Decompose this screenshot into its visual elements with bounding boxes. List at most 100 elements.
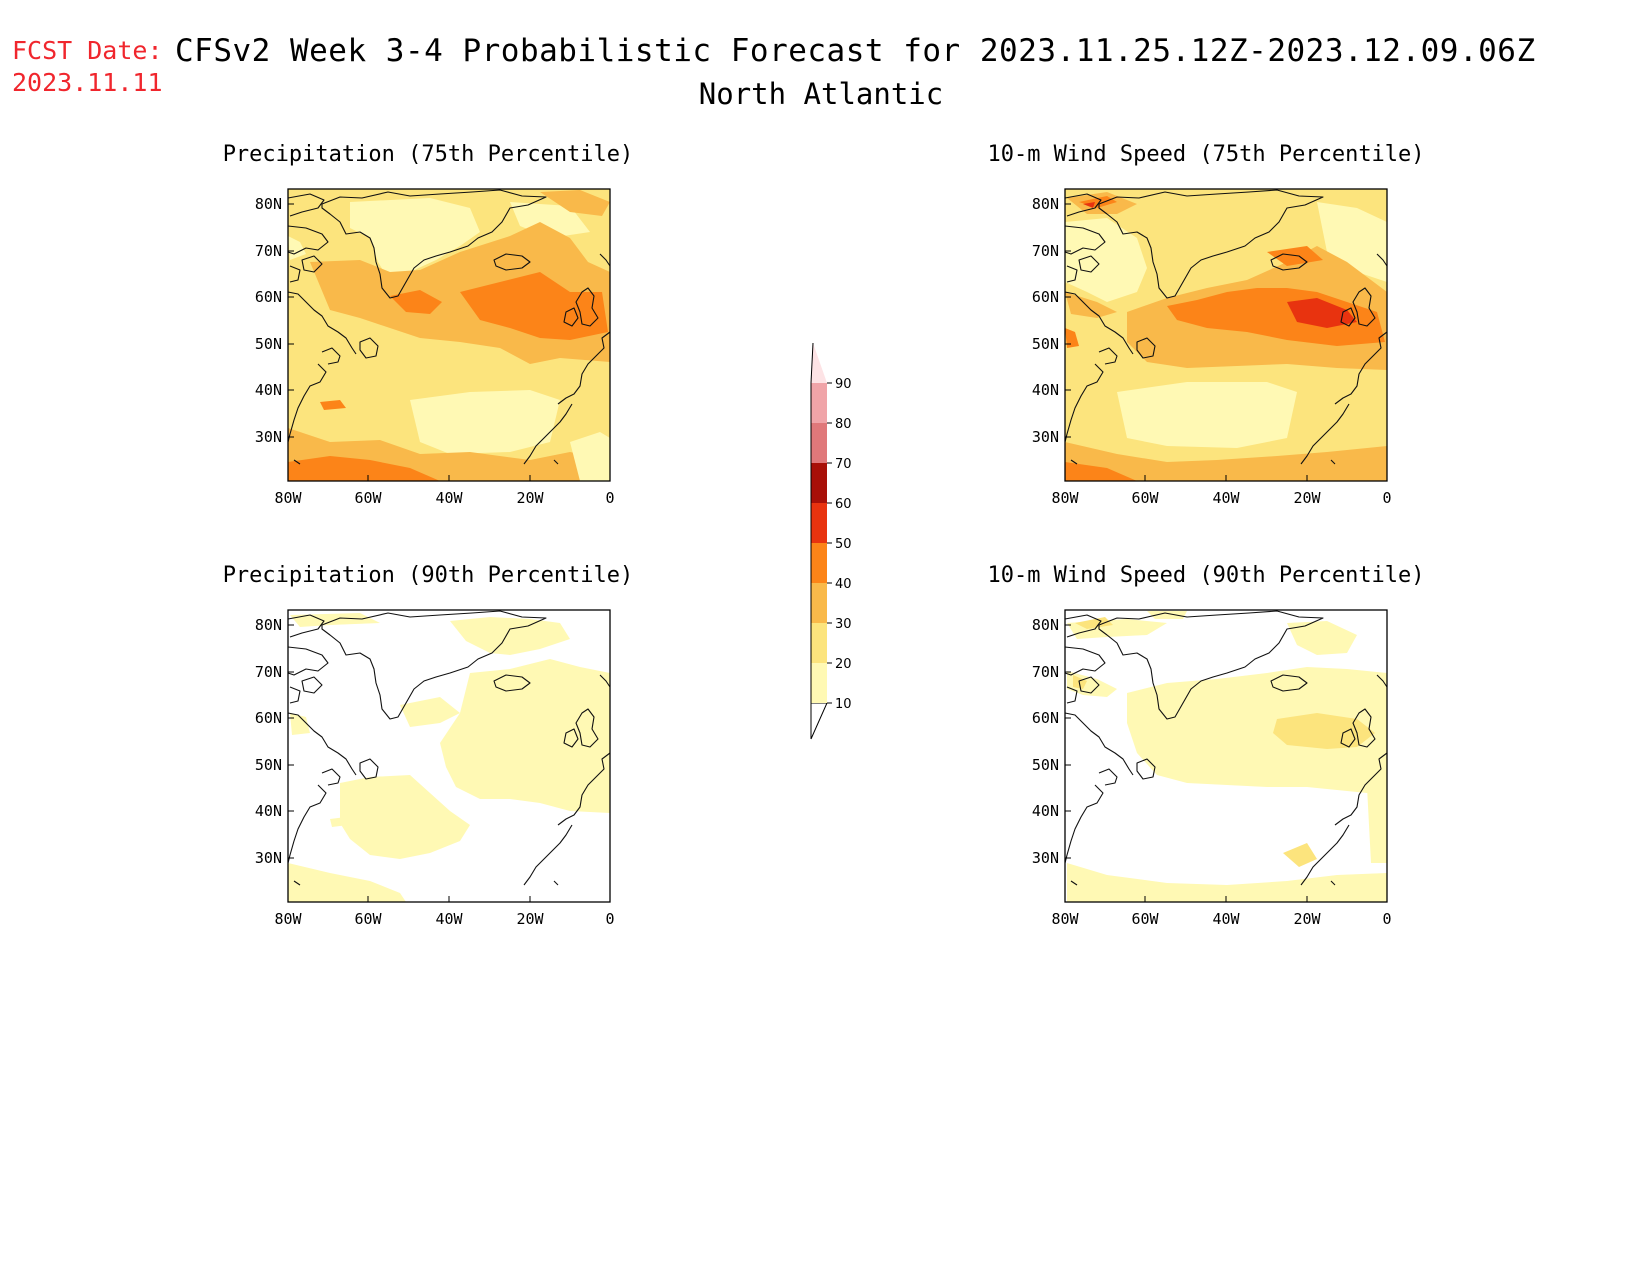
lon-label: 0 (1382, 489, 1391, 507)
coastline (557, 752, 611, 826)
lat-label: 40N (255, 381, 282, 399)
contour-c20 (1273, 713, 1375, 749)
contour-c30 (540, 190, 610, 216)
lat-label: 30N (1032, 849, 1059, 867)
coastline (1070, 880, 1078, 886)
contour-c10 (330, 817, 348, 827)
contour-c30 (1065, 292, 1117, 318)
panel-title: Precipitation (75th Percentile) (222, 142, 634, 167)
fcst-date-label: FCST Date: (12, 36, 163, 65)
panel-title: Precipitation (90th Percentile) (222, 563, 634, 588)
coastline (359, 758, 379, 780)
colorbar-label: 70 (835, 457, 852, 472)
colorbar-lower-arrow (810, 702, 828, 740)
contour-c10 (1065, 218, 1147, 302)
colorbar-segment (811, 423, 827, 463)
map-wind-75: 80N 70N 60N 50N 40N 30N 80W 60W 40W 20W 0 (1032, 188, 1392, 507)
contour-c40 (460, 272, 608, 340)
contour-c10 (570, 432, 610, 481)
coastline (1064, 712, 1134, 776)
contour-c10 (1287, 621, 1357, 655)
contour-c20 (1283, 843, 1317, 867)
colorbar-label: 90 (835, 377, 852, 392)
coastlines (1064, 189, 1388, 465)
coastline (1064, 363, 1104, 443)
contour-c50 (1083, 202, 1095, 208)
coastline (293, 880, 301, 886)
colorbar-segment (811, 663, 827, 703)
colorbar-label: 10 (835, 697, 852, 712)
coastline (1136, 758, 1156, 780)
lon-label: 80W (274, 489, 302, 507)
coastline (1098, 768, 1118, 786)
coastline (321, 768, 341, 786)
lon-label: 80W (1051, 910, 1079, 928)
coastline (1064, 646, 1106, 676)
coastline (1078, 676, 1100, 694)
contour-c40 (288, 456, 440, 481)
colorbar: 10 20 30 40 50 60 70 80 90 (810, 342, 852, 740)
contour-c40 (1065, 462, 1137, 481)
lon-label: 0 (605, 910, 614, 928)
contour-c50 (1287, 298, 1357, 328)
lat-label: 80N (255, 616, 282, 634)
region-text: North Atlantic (698, 77, 944, 111)
coastline (1098, 189, 1324, 299)
coastline (1070, 459, 1078, 465)
coastline (287, 712, 357, 776)
coastline (287, 363, 327, 443)
probability-field (288, 613, 610, 902)
contour-c20 (1075, 617, 1113, 629)
coastline (1064, 784, 1104, 864)
coastline (557, 331, 611, 405)
colorbar-segment (811, 503, 827, 543)
coastline (1340, 728, 1356, 748)
coastline (1098, 347, 1118, 365)
map-precip-75: 80N 70N 60N 50N 40N 30N 80W 60W 40W 20W 0 (255, 188, 615, 507)
contour-c30 (1065, 442, 1387, 481)
coastline (301, 255, 323, 273)
coastline (575, 708, 599, 748)
map-frame (287, 609, 611, 903)
contour-c10 (440, 659, 610, 813)
coastline (1352, 708, 1376, 748)
coastline (359, 337, 379, 359)
contour-c10 (1127, 667, 1387, 795)
coastline (1078, 255, 1100, 273)
lon-label: 60W (354, 910, 382, 928)
coastline (321, 347, 341, 365)
colorbar-segment (811, 383, 827, 423)
coastline (287, 646, 329, 676)
contour-c10 (1067, 863, 1387, 902)
contour-c10 (350, 198, 480, 282)
map-frame (1064, 188, 1388, 482)
coastline (1376, 674, 1388, 688)
main-title: CFSv2 Week 3-4 Probabilistic Forecast fo… (175, 33, 1536, 69)
coastline (1098, 610, 1324, 720)
lat-label: 70N (1032, 663, 1059, 681)
lat-label: 30N (255, 428, 282, 446)
coastline (1270, 674, 1308, 692)
lat-label: 80N (1032, 616, 1059, 634)
coastlines (287, 189, 611, 465)
contour-c10 (410, 390, 560, 454)
coastline (563, 728, 579, 748)
panel-title: 10-m Wind Speed (75th Percentile) (987, 142, 1425, 167)
coastline (287, 193, 325, 217)
map-precip-90: 80N 70N 60N 50N 40N 30N 80W 60W 40W 20W 0 (255, 609, 615, 928)
lon-label: 40W (435, 910, 463, 928)
coastline (1066, 686, 1078, 704)
lat-label: 50N (1032, 335, 1059, 353)
colorbar-label: 30 (835, 617, 852, 632)
coastline (553, 880, 559, 886)
map-frame (1064, 609, 1388, 903)
colorbar-segment (811, 543, 827, 583)
region-subtitle: North Atlantic (0, 77, 1650, 111)
colorbar-outline (810, 342, 814, 384)
panel-precip-90: Precipitation (90th Percentile) 80N 70N 60… (210, 563, 650, 933)
lat-label: 30N (255, 849, 282, 867)
coastline (287, 291, 357, 355)
coastline (1330, 880, 1336, 886)
contour-c10 (1147, 611, 1187, 619)
coastline (523, 824, 573, 886)
